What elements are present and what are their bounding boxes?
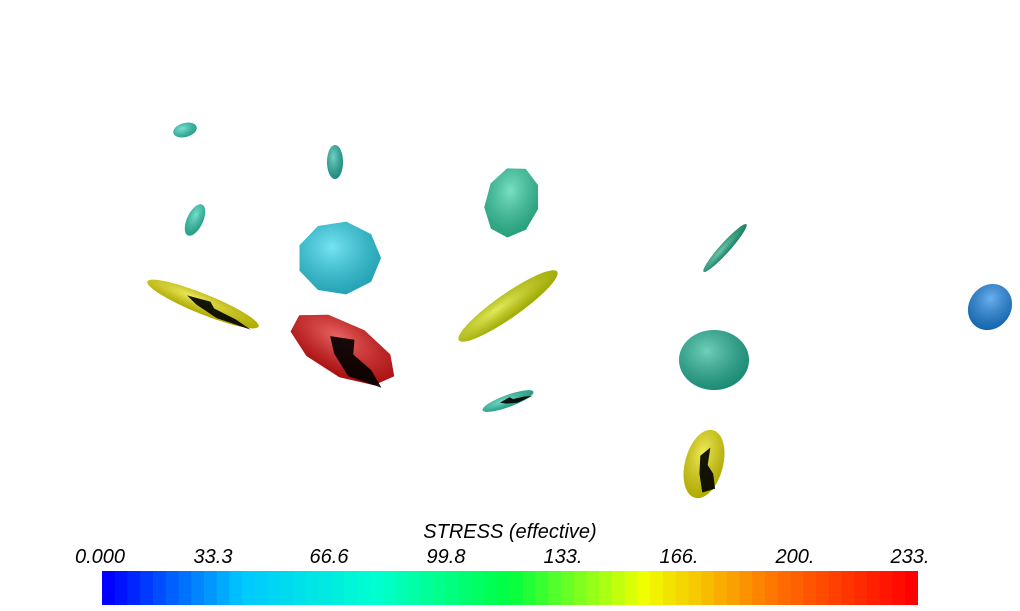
colorbar-cell (688, 571, 702, 605)
ellipsoid-6 (703, 223, 747, 273)
colorbar-cell (650, 571, 664, 605)
colorbar-cell (497, 571, 511, 605)
colorbar (102, 571, 918, 605)
legend-tick: 200. (775, 546, 815, 568)
colorbar-cell (255, 571, 269, 605)
colorbar-cell (752, 571, 766, 605)
colorbar-cell (522, 571, 536, 605)
colorbar-cell (408, 571, 422, 605)
ellipsoid-9 (458, 270, 558, 342)
colorbar-cell (637, 571, 651, 605)
colorbar-cell (420, 571, 434, 605)
legend-tick: 133. (543, 546, 583, 568)
colorbar-cell (854, 571, 868, 605)
colorbar-cell (191, 571, 205, 605)
colorbar-cell (165, 571, 179, 605)
colorbar-cell (573, 571, 587, 605)
ellipsoid-8 (290, 314, 395, 388)
ellipsoid-12 (683, 429, 725, 499)
colorbar-cell (369, 571, 383, 605)
colorbar-cell (446, 571, 460, 605)
ellipsoid-11 (679, 330, 749, 390)
colorbar-cell (459, 571, 473, 605)
colorbar-cell (892, 571, 906, 605)
colorbar-cell (905, 571, 918, 605)
colorbar-cell (701, 571, 715, 605)
colorbar-cell (726, 571, 740, 605)
colorbar-cell (178, 571, 192, 605)
colorbar-cell (714, 571, 728, 605)
colorbar-cell (663, 571, 677, 605)
colorbar-cell (267, 571, 281, 605)
colorbar-cell (867, 571, 881, 605)
colorbar-cell (433, 571, 447, 605)
colorbar-cell (803, 571, 817, 605)
colorbar-cell (306, 571, 320, 605)
colorbar-cell (548, 571, 562, 605)
colorbar-cell (484, 571, 498, 605)
colorbar-cell (841, 571, 855, 605)
ellipsoid-10 (482, 390, 534, 412)
legend-title: STRESS (effective) (423, 521, 597, 543)
colorbar-cell (153, 571, 167, 605)
colorbar-cell (395, 571, 409, 605)
legend-tick: 66.6 (309, 546, 349, 568)
colorbar-cell (102, 571, 116, 605)
ellipsoid-2 (327, 145, 343, 179)
ellipsoid-1 (173, 122, 197, 138)
legend-tick: 33.3 (193, 546, 233, 568)
colorbar-cell (114, 571, 128, 605)
colorbar-cell (675, 571, 689, 605)
ellipsoid-3 (184, 204, 206, 236)
colorbar-cell (331, 571, 345, 605)
colorbar-cell (739, 571, 753, 605)
colorbar-cell (382, 571, 396, 605)
colorbar-cell (318, 571, 332, 605)
colorbar-cell (599, 571, 613, 605)
colorbar-cell (879, 571, 893, 605)
colorbar-cell (765, 571, 779, 605)
colorbar-cell (293, 571, 307, 605)
colorbar-cell (510, 571, 524, 605)
ellipsoid-13 (967, 283, 1013, 331)
colorbar-cell (216, 571, 230, 605)
legend-tick: 166. (659, 546, 699, 568)
colorbar-cell (357, 571, 371, 605)
colorbar-cell (586, 571, 600, 605)
colorbar-cell (790, 571, 804, 605)
colorbar-cell (344, 571, 358, 605)
colorbar-cell (777, 571, 791, 605)
colorbar-cell (816, 571, 830, 605)
colorbar-cell (828, 571, 842, 605)
colorbar-cell (612, 571, 626, 605)
colorbar-cell (127, 571, 141, 605)
ellipsoid-7 (147, 279, 259, 330)
colorbar-cell (471, 571, 485, 605)
colorbar-cell (624, 571, 638, 605)
legend-tick: 99.8 (426, 546, 466, 568)
colorbar-cell (561, 571, 575, 605)
legend-tick: 0.000 (74, 546, 126, 568)
colorbar-cell (229, 571, 243, 605)
ellipsoid-5 (484, 168, 539, 238)
colorbar-cell (140, 571, 154, 605)
legend-tick: 233. (890, 546, 930, 568)
ellipsoid-4 (299, 221, 381, 295)
colorbar-cell (242, 571, 256, 605)
colorbar-cell (280, 571, 294, 605)
ellipsoid-scene[interactable] (0, 0, 1020, 520)
colorbar-cell (204, 571, 218, 605)
colorbar-cell (535, 571, 549, 605)
